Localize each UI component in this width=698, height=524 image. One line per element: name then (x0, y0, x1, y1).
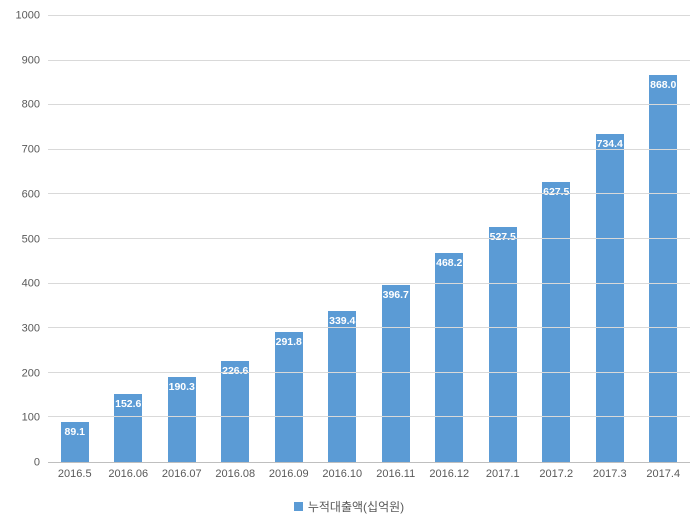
y-axis-tick-label: 500 (21, 233, 40, 245)
y-axis-tick-label: 0 (33, 456, 40, 469)
bar-slot: 190.3 (155, 16, 209, 462)
x-axis-tick-label: 2016.12 (429, 468, 470, 480)
bar-slot: 527.5 (476, 16, 530, 462)
bar: 339.4 (328, 310, 357, 462)
y-axis-tick-label: 900 (21, 54, 40, 67)
gridline (48, 15, 690, 16)
y-axis-tick-label: 800 (21, 98, 40, 111)
gridline (48, 59, 690, 61)
x-axis-tick-label: 2017.2 (539, 468, 574, 480)
legend-label: 누적대출액(십억원) (307, 500, 405, 514)
legend: 누적대출액(십억원) (0, 498, 698, 515)
x-axis-tick-label: 2016.07 (161, 468, 202, 480)
gridline (48, 371, 690, 373)
bar-slot: 291.8 (262, 16, 316, 462)
y-axis-tick-label: 600 (21, 188, 40, 201)
x-axis-tick-label: 2016.08 (215, 468, 256, 480)
bar-slot: 152.6 (102, 16, 156, 462)
bar: 226.6 (221, 360, 250, 462)
bar-data-label: 527.5 (489, 230, 516, 243)
bar: 190.3 (167, 377, 196, 462)
plot-area: 89.1 152.6 190.3 226.6 291.8 339.4 396.7 468.2 5… (48, 15, 690, 463)
bar-data-label: 190.3 (168, 381, 195, 394)
bar-data-label: 291.8 (275, 335, 302, 348)
y-axis-tick-label: 1000 (15, 9, 40, 22)
bar-slot: 734.4 (583, 16, 637, 462)
x-axis-tick-label: 2016.06 (108, 468, 149, 480)
bar-data-label: 89.1 (64, 426, 85, 439)
x-axis-labels: 2016.5 2016.06 2016.07 2016.08 2016.09 2016.1… (48, 469, 690, 485)
gridline (48, 148, 690, 150)
bar-data-label: 468.2 (436, 257, 463, 270)
bar-slot: 868.0 (637, 16, 691, 462)
bar-data-label: 226.6 (222, 366, 248, 377)
gridline (48, 282, 690, 284)
gridline (48, 193, 690, 195)
bar-data-label: 152.6 (115, 397, 142, 410)
bar-slot: 627.5 (530, 16, 584, 462)
bar-data-label: 868.0 (650, 78, 677, 91)
bar-slot: 468.2 (423, 16, 477, 462)
y-axis-labels: 0 100 200 300 400 500 600 700 800 900 1000 (0, 10, 40, 468)
y-axis-tick-label: 700 (21, 143, 40, 156)
bar: 734.4 (595, 134, 624, 462)
legend-swatch-icon (293, 502, 303, 511)
bar-series: 89.1 152.6 190.3 226.6 291.8 339.4 396.7 468.2 5… (48, 16, 690, 462)
x-axis-tick-label: 2017.3 (592, 468, 627, 480)
bar: 527.5 (488, 226, 517, 462)
x-axis-tick-label: 2016.09 (268, 468, 309, 480)
bar: 89.1 (60, 422, 89, 462)
bar: 627.5 (542, 182, 571, 462)
bar: 396.7 (381, 285, 410, 462)
x-axis-tick-label: 2017.4 (646, 468, 681, 480)
bar-slot: 339.4 (316, 16, 370, 462)
y-axis-tick-label: 100 (21, 411, 40, 424)
bar: 291.8 (274, 331, 303, 462)
x-axis-tick-label: 2016.11 (376, 468, 416, 480)
y-axis-tick-label: 300 (21, 322, 40, 335)
bar-slot: 226.6 (209, 16, 263, 462)
gridline (48, 238, 690, 239)
y-axis-tick-label: 400 (21, 277, 40, 290)
bar-data-label: 396.7 (382, 289, 409, 302)
bar-slot: 89.1 (48, 16, 102, 462)
gridline (48, 327, 690, 329)
x-axis-tick-label: 2016.5 (57, 468, 92, 480)
x-axis-tick-label: 2016.10 (322, 468, 363, 480)
gridline (48, 104, 690, 106)
bar-data-label: 627.5 (543, 186, 570, 199)
bar-slot: 396.7 (369, 16, 423, 462)
bar-data-label: 339.4 (329, 314, 356, 327)
bar: 868.0 (649, 74, 678, 462)
gridline (48, 416, 690, 418)
bar: 152.6 (114, 393, 143, 462)
bar: 468.2 (435, 253, 464, 462)
x-axis-tick-label: 2017.1 (485, 468, 520, 480)
bar-data-label: 734.4 (596, 138, 623, 151)
y-axis-tick-label: 200 (21, 367, 40, 380)
